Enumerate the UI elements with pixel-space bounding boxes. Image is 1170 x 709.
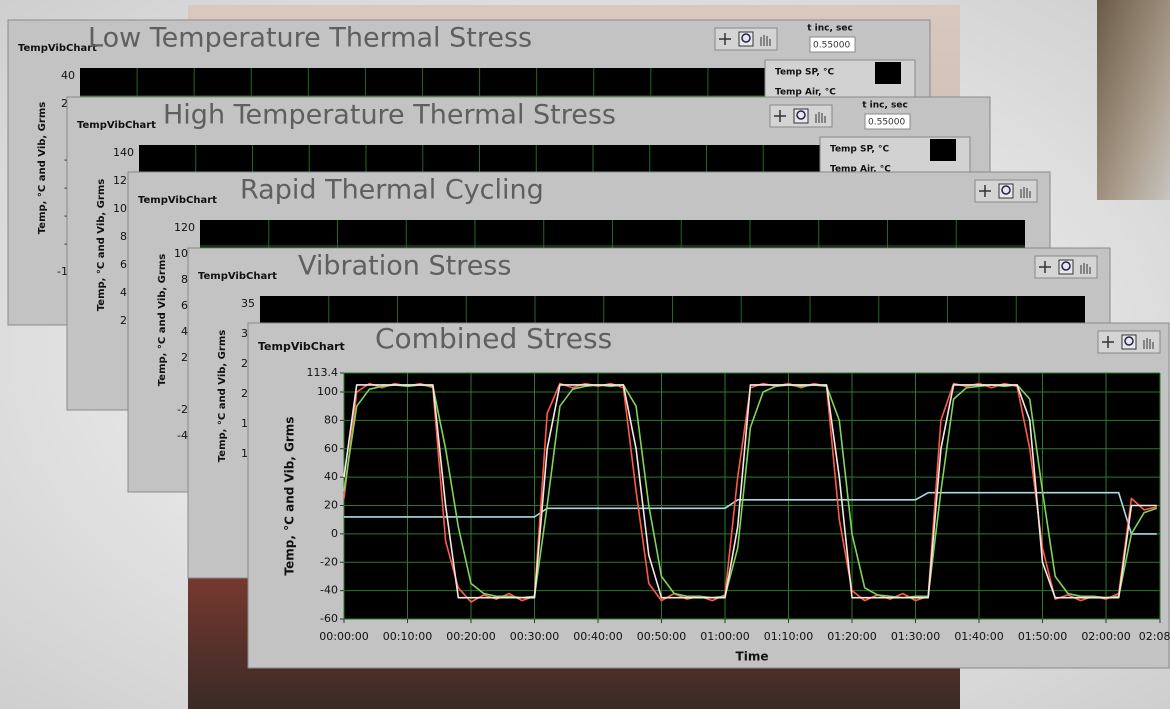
x-axis-label: Time [736,650,769,664]
x-tick-label: 02:00:00 [1081,630,1130,643]
legend-swatch [930,139,956,161]
y-tick-label: 80 [324,413,338,426]
legend-swatch [875,62,901,84]
legend-entry: Temp SP, °C [830,145,889,155]
window-title: Rapid Thermal Cycling [240,175,544,206]
equipment-photo [1097,0,1170,200]
y-tick-label: 60 [324,442,338,455]
slide: TempVibChartLow Temperature Thermal Stre… [0,0,1170,709]
t-inc-label: t inc, sec [807,24,853,34]
x-tick-label: 00:20:00 [446,630,495,643]
t-inc-value: 0.55000 [868,118,905,128]
window-title: Low Temperature Thermal Stress [88,23,532,54]
y-tick-label: 40 [61,69,75,82]
y-tick-label: 0 [331,527,338,540]
window-title: High Temperature Thermal Stress [163,100,616,131]
page: { "windows": [ {"title": "Low Temperatur… [0,0,1170,709]
x-tick-label: 00:30:00 [510,630,559,643]
x-tick-label: 00:10:00 [383,630,432,643]
x-tick-label: 01:10:00 [764,630,813,643]
x-tick-label: 02:08:3 [1139,630,1170,643]
y-axis-label: Temp, °C and Vib, Grms [217,330,228,462]
x-tick-label: 01:20:00 [827,630,876,643]
chart-name: TempVibChart [77,120,156,131]
chart-name: TempVibChart [258,340,345,353]
legend-entry: Temp SP, °C [775,68,834,78]
y-tick-label: 35 [241,297,255,310]
x-tick-label: 00:00:00 [319,630,368,643]
y-tick-label: 120 [174,221,195,234]
t-inc-label: t inc, sec [862,101,908,111]
chart-name: TempVibChart [198,271,277,282]
y-tick-label: 100 [317,385,338,398]
t-inc-value: 0.55000 [813,41,850,51]
plot-area [344,373,1160,619]
y-tick-label: -40 [320,584,338,597]
y-tick-label: 140 [113,146,134,159]
y-tick-label: -60 [320,612,338,625]
chart-name: TempVibChart [18,43,97,54]
x-tick-label: 01:30:00 [891,630,940,643]
y-tick-label: 113.4 [307,366,339,379]
chart-name: TempVibChart [138,195,217,206]
legend-entry: Temp Air, °C [775,88,836,98]
y-axis-label: Temp, °C and Vib, Grms [96,179,107,311]
y-tick-label: 40 [324,470,338,483]
x-tick-label: 00:40:00 [573,630,622,643]
y-tick-label: 20 [324,499,338,512]
x-tick-label: 00:50:00 [637,630,686,643]
x-tick-label: 01:00:00 [700,630,749,643]
y-axis-label: Temp, °C and Vib, Grms [283,417,297,576]
x-tick-label: 01:40:00 [954,630,1003,643]
y-tick-label: -20 [320,555,338,568]
y-axis-label: Temp, °C and Vib, Grms [37,102,48,234]
window-title: Vibration Stress [298,251,511,282]
window-title: Combined Stress [375,322,612,355]
y-axis-label: Temp, °C and Vib, Grms [157,254,168,386]
x-tick-label: 01:50:00 [1018,630,1067,643]
